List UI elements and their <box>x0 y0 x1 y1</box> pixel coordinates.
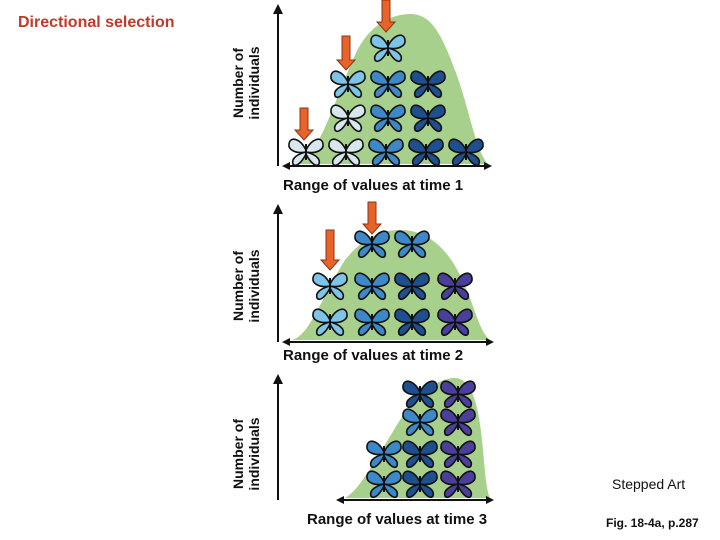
butterfly-group-time-1 <box>288 34 484 167</box>
butterfly-icon <box>366 440 402 469</box>
butterfly-icon <box>448 138 484 167</box>
y-axis-arrowhead <box>273 4 283 14</box>
panel-time-1: Number of individuals Range of values at … <box>0 0 720 200</box>
x-axis-label: Range of values at time 3 <box>307 511 488 528</box>
stepped-art-label: Stepped Art <box>612 476 686 492</box>
butterfly-icon <box>330 104 366 133</box>
butterfly-icon <box>402 470 438 499</box>
butterfly-icon <box>410 104 446 133</box>
butterfly-icon <box>312 308 348 337</box>
x-axis-arrowhead-right <box>486 496 494 504</box>
diagram-title: Directional selection <box>18 14 175 31</box>
butterfly-icon <box>402 380 438 409</box>
butterfly-icon <box>366 470 402 499</box>
selection-arrows-time-1 <box>293 0 397 141</box>
butterfly-group-time-2 <box>312 230 473 337</box>
butterfly-icon <box>312 272 348 301</box>
selection-arrow-icon <box>319 229 341 271</box>
butterfly-icon <box>368 138 404 167</box>
butterfly-icon <box>437 308 473 337</box>
butterfly-icon <box>370 34 406 63</box>
butterfly-icon <box>410 70 446 99</box>
butterfly-icon <box>330 70 366 99</box>
butterfly-icon <box>394 230 430 259</box>
plot-time-1 <box>273 0 492 170</box>
selection-arrow-icon <box>293 107 315 141</box>
butterfly-icon <box>394 272 430 301</box>
butterfly-icon <box>370 104 406 133</box>
butterfly-icon <box>354 272 390 301</box>
distribution-curve <box>345 378 490 498</box>
butterfly-icon <box>437 272 473 301</box>
butterfly-icon <box>440 408 476 437</box>
selection-arrow-icon <box>361 201 383 235</box>
butterfly-icon <box>354 308 390 337</box>
figure-reference: Fig. 18-4a, p.287 <box>606 516 699 530</box>
panel-time-2: Number of individuals Range of values at … <box>0 190 720 370</box>
butterfly-group-time-3 <box>366 380 476 499</box>
x-axis-arrowhead-right <box>484 162 492 170</box>
x-axis-arrowhead-left <box>336 496 344 504</box>
x-axis-arrowhead-left <box>282 338 290 346</box>
y-axis-arrowhead <box>273 204 283 214</box>
y-axis-arrowhead <box>273 374 283 384</box>
butterfly-icon <box>328 138 364 167</box>
panel-time-3: Number of individuals Range of values at … <box>0 360 720 540</box>
selection-arrow-icon <box>335 35 357 71</box>
plot-time-3 <box>273 374 494 504</box>
x-axis-arrowhead-left <box>282 162 290 170</box>
plot-time-2 <box>273 201 494 346</box>
x-axis-arrowhead-right <box>486 338 494 346</box>
butterfly-icon <box>370 70 406 99</box>
butterfly-icon <box>402 408 438 437</box>
butterfly-icon <box>440 380 476 409</box>
butterfly-icon <box>440 470 476 499</box>
butterfly-icon <box>394 308 430 337</box>
butterfly-icon <box>402 440 438 469</box>
butterfly-icon <box>288 138 324 167</box>
butterfly-icon <box>440 440 476 469</box>
selection-arrow-icon <box>375 0 397 33</box>
x-axis-label: Range of values at time 1 <box>283 177 464 194</box>
selection-arrows-time-2 <box>319 201 383 271</box>
butterfly-icon <box>354 230 390 259</box>
butterfly-icon <box>408 138 444 167</box>
x-axis-label: Range of values at time 2 <box>283 347 464 364</box>
